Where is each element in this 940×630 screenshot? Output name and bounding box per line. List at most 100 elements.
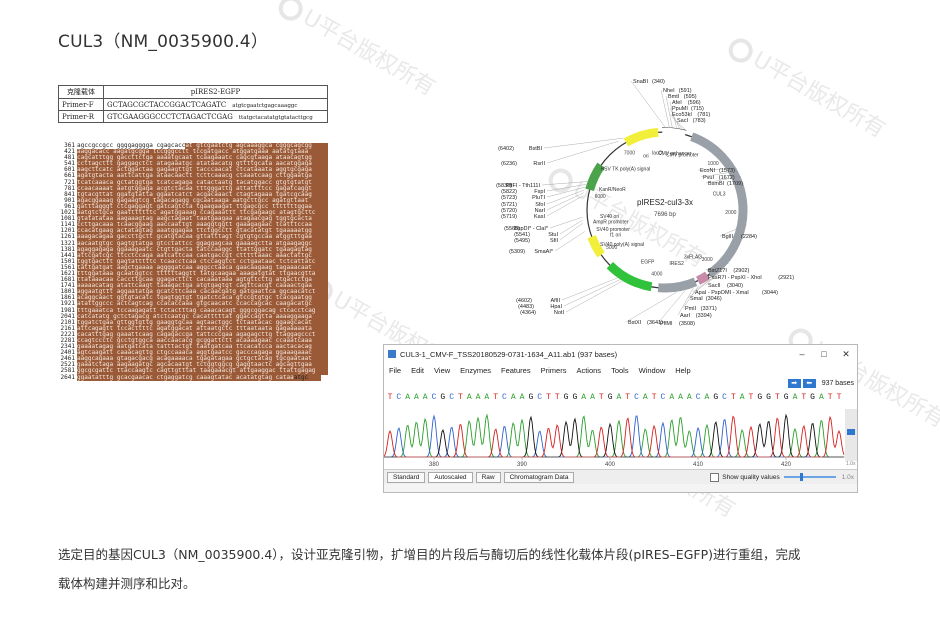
base-call: C bbox=[722, 393, 727, 402]
sequence-position: 1741 bbox=[60, 282, 75, 290]
site-name: FspI bbox=[534, 189, 545, 195]
sequence-row: 1981 tttgaaatca tccaagagatt tctactttag ca… bbox=[58, 307, 328, 314]
site-leader bbox=[625, 292, 677, 323]
menu-help[interactable]: Help bbox=[675, 365, 691, 375]
base-call: T bbox=[837, 393, 842, 402]
position-label: 380 bbox=[429, 462, 440, 468]
sequence-text: aaggcagaaa gtagacgacg acagaaaaca tgagata… bbox=[77, 356, 328, 363]
site-name: SfiI bbox=[550, 238, 558, 244]
base-call: A bbox=[414, 393, 419, 402]
sequence-text: aaggacacc aagatgcgga tccgggcctt tccgatga… bbox=[77, 149, 328, 156]
sequence-position: 1081 bbox=[60, 215, 75, 223]
menu-tools[interactable]: Tools bbox=[611, 365, 629, 375]
sequence-row: 661 agatgtacta aattcattga ataacaactt tctt… bbox=[58, 173, 328, 180]
menu-edit[interactable]: Edit bbox=[411, 365, 425, 375]
base-call: A bbox=[476, 393, 481, 402]
sequence-highlight: gatttagggt ctcgaggagt gatcagtcta tgaagaa… bbox=[77, 203, 312, 210]
sequence-position: 2101 bbox=[60, 318, 75, 326]
sequence-position: 2161 bbox=[60, 324, 75, 332]
tab-autoscaled[interactable]: Autoscaled bbox=[428, 471, 473, 483]
site-position: (2921) bbox=[778, 275, 794, 281]
site-name: PflFI - Tth111I bbox=[506, 183, 540, 189]
sequence-position: 2521 bbox=[60, 361, 75, 369]
sequence-block: 361 agccgccgcc ggggagggga cgagcaccat gtcg… bbox=[58, 142, 328, 381]
site-name: SfoI bbox=[535, 202, 545, 208]
primer-row: Primer-R GTCGAAGGGCCCTCTAGACTCGAG ttatgct… bbox=[58, 110, 328, 123]
primer-table-header: 克隆载体 pIRES2-EGFP bbox=[58, 85, 328, 99]
tick-label: 6000 bbox=[595, 194, 606, 200]
tick-label: 5000 bbox=[606, 245, 617, 251]
f1ori-feature bbox=[587, 235, 605, 258]
position-label: 410 bbox=[693, 462, 704, 468]
base-call: T bbox=[828, 393, 833, 402]
sequence-highlight: acaggcaact ggtgtacatc tgagtggtgt tgatctc… bbox=[77, 295, 312, 302]
sequence-position: 1561 bbox=[60, 263, 75, 271]
menu-enzymes[interactable]: Enzymes bbox=[460, 365, 491, 375]
site-leader bbox=[705, 176, 741, 184]
base-call: A bbox=[793, 393, 798, 402]
base-call: T bbox=[555, 393, 560, 402]
site-position: (715) bbox=[691, 106, 704, 112]
sequence-highlight: ccacatgaag actatagtag aaatggagaa ttctggc… bbox=[77, 228, 312, 235]
site-leader bbox=[543, 137, 624, 149]
menu-file[interactable]: File bbox=[389, 365, 402, 375]
bottom-bar: Standard Autoscaled Raw Chromatogram Dat… bbox=[384, 469, 857, 484]
tab-chromatogram-data[interactable]: Chromatogram Data bbox=[503, 471, 575, 483]
sequence-position: 721 bbox=[64, 178, 75, 186]
feature-label: SV40 promoter bbox=[596, 227, 630, 233]
position-label: 400 bbox=[605, 462, 616, 468]
site-position: (5723) bbox=[501, 195, 517, 201]
tab-standard[interactable]: Standard bbox=[387, 471, 426, 483]
sequence-row: 721 tcatcaaaca gctatggtga tcatcagaga cata… bbox=[58, 178, 328, 186]
primer-extra: ttatgctacatatgtgtatacttgcg bbox=[238, 114, 313, 121]
sequence-highlight: tcatcaaaca gctatggtga tcatcagaga catacta… bbox=[77, 179, 312, 186]
prev-arrow-button[interactable]: ⬅ bbox=[802, 378, 816, 388]
site-position: (3641) bbox=[647, 320, 663, 326]
sequence-row: 1501 tggtgacttt gagtatttttc tcaacctcaa ct… bbox=[58, 257, 328, 265]
sequence-row: 1741 aaaaacatag atattcaagt taaagactga atg… bbox=[58, 282, 328, 290]
sequence-row: 841 tgtacgttat ggatgtatta ggaatcatct acga… bbox=[58, 191, 328, 198]
base-call: G bbox=[608, 393, 613, 402]
site-leader bbox=[692, 275, 717, 293]
menu-features[interactable]: Features bbox=[501, 365, 531, 375]
cul3-feature bbox=[690, 132, 748, 278]
feature-label: CMV enhancer bbox=[658, 151, 692, 157]
sequence-text: agacggaaag gagaagtcg tagacagagg cgcaataa… bbox=[77, 197, 328, 204]
sequence-position: 1381 bbox=[60, 245, 75, 253]
kanr-feature bbox=[585, 162, 605, 192]
tick-label: 1000 bbox=[708, 161, 719, 167]
primer-seq: GCTAGCGCTACCGGACTCAGATC bbox=[107, 100, 227, 109]
menu-window[interactable]: Window bbox=[638, 365, 666, 375]
sequence-row: 541 ccttagcttt gaggagctct atagaaatgc atat… bbox=[58, 160, 328, 168]
sequence-position: 2041 bbox=[60, 312, 75, 320]
sequence-position: 2641 bbox=[60, 373, 75, 381]
base-call: T bbox=[625, 393, 630, 402]
slider-knob[interactable] bbox=[799, 473, 803, 481]
menu-primers[interactable]: Primers bbox=[540, 365, 567, 375]
site-position: (783) bbox=[693, 118, 706, 124]
maximize-button[interactable]: □ bbox=[821, 349, 827, 359]
minimize-button[interactable]: – bbox=[799, 349, 805, 359]
next-arrow-button[interactable]: ➡ bbox=[787, 378, 801, 388]
site-name: NheI bbox=[663, 88, 675, 94]
scroll-thumb[interactable] bbox=[847, 429, 855, 435]
feature-label: 3xFLAG bbox=[684, 254, 702, 260]
sequence-position: 2341 bbox=[60, 343, 75, 351]
site-name: StuI bbox=[548, 232, 558, 238]
base-call: G bbox=[766, 393, 771, 402]
show-quality-toggle[interactable]: Show quality values bbox=[710, 472, 780, 482]
sequence-position: 541 bbox=[64, 160, 75, 168]
site-leader bbox=[705, 268, 724, 278]
sequence-position: 1501 bbox=[60, 257, 75, 265]
cmv-outline bbox=[662, 127, 687, 131]
close-button[interactable]: ✕ bbox=[842, 348, 850, 359]
sequence-text: gatttagggt ctcgaggagt gatcagtcta tgaagaa… bbox=[77, 203, 328, 211]
site-name: PmlI bbox=[685, 306, 696, 312]
menu-actions[interactable]: Actions bbox=[576, 365, 602, 375]
menu-view[interactable]: View bbox=[434, 365, 451, 375]
base-call: A bbox=[520, 393, 525, 402]
tab-raw[interactable]: Raw bbox=[475, 471, 501, 483]
checkbox[interactable] bbox=[710, 472, 720, 482]
zoom-slider[interactable] bbox=[783, 473, 836, 481]
